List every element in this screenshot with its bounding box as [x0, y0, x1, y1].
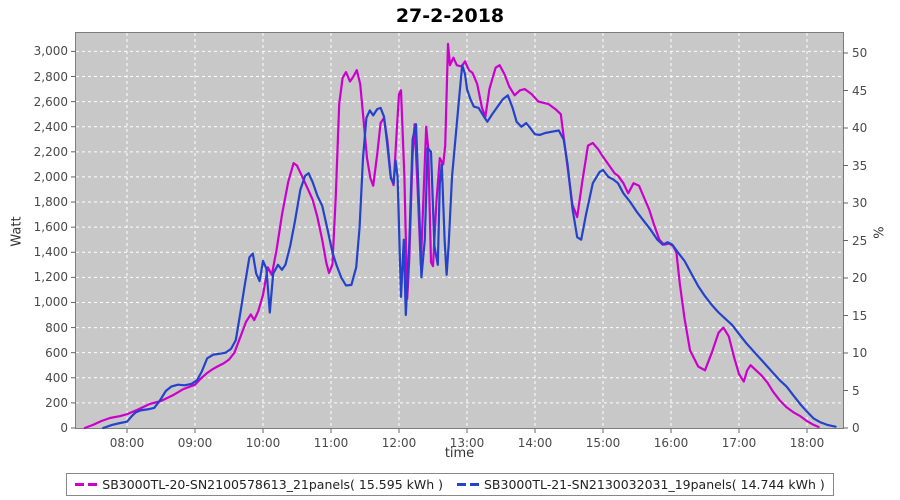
time-tick-label: 10:00	[245, 436, 281, 450]
legend-item-series2: SB3000TL-21-SN2130032031_19panels( 14.74…	[457, 477, 825, 492]
watt-tick-label: 2,200	[33, 144, 68, 159]
time-tick-label: 08:00	[109, 436, 145, 450]
watt-tick-label: 2,800	[33, 69, 68, 84]
series1-line-swatch	[75, 483, 98, 486]
legend: SB3000TL-20-SN2100578613_21panels( 15.59…	[0, 473, 900, 496]
time-tick-label: 15:00	[585, 436, 621, 450]
watt-tick-label: 0	[60, 421, 68, 435]
watt-tick-label: 600	[45, 345, 68, 360]
watt-tick-label: 1,000	[33, 295, 68, 310]
watt-tick-label: 2,000	[33, 169, 68, 184]
time-tick-label: 13:00	[449, 436, 485, 450]
watt-tick-label: 2,400	[33, 119, 68, 134]
x-axis-title-time: time	[444, 446, 475, 461]
watt-tick-label: 1,800	[33, 195, 68, 210]
time-tick-label: 14:00	[517, 436, 553, 450]
time-tick-label: 12:00	[381, 436, 417, 450]
legend-item-series1: SB3000TL-20-SN2100578613_21panels( 15.59…	[75, 477, 443, 492]
series2-line-swatch	[457, 483, 479, 486]
percent-tick-label: 35	[852, 158, 868, 173]
percent-tick-label: 15	[852, 308, 868, 323]
watt-tick-label: 200	[45, 395, 68, 410]
watt-tick-label: 3,000	[33, 44, 68, 59]
percent-tick-label: 40	[852, 121, 868, 135]
percent-tick-label: 45	[852, 83, 868, 98]
time-tick-label: 18:00	[789, 436, 825, 450]
watt-tick-label: 1,200	[33, 270, 68, 285]
watt-tick-label: 1,600	[33, 220, 68, 235]
percent-tick-label: 10	[852, 346, 868, 360]
percent-tick-label: 25	[852, 233, 868, 248]
time-tick-label: 17:00	[721, 436, 757, 450]
percent-tick-label: 20	[852, 271, 868, 285]
watt-tick-label: 1,400	[33, 245, 68, 260]
y-axis-title-percent: %	[872, 226, 888, 239]
watt-tick-label: 800	[45, 320, 68, 335]
plot-area	[75, 32, 844, 429]
legend-label-series2: SB3000TL-21-SN2130032031_19panels( 14.74…	[484, 477, 825, 492]
watt-tick-label: 400	[45, 370, 68, 385]
time-tick-label: 11:00	[313, 436, 349, 450]
chart-title: 27-2-2018	[395, 5, 505, 27]
percent-tick-label: 50	[852, 46, 868, 60]
percent-tick-label: 0	[852, 421, 860, 435]
time-tick-label: 09:00	[177, 436, 213, 450]
percent-tick-label: 30	[852, 196, 868, 210]
percent-tick-label: 5	[852, 383, 860, 398]
watt-tick-label: 2,600	[33, 94, 68, 109]
legend-label-series1: SB3000TL-20-SN2100578613_21panels( 15.59…	[102, 477, 443, 492]
legend-box: SB3000TL-20-SN2100578613_21panels( 15.59…	[66, 473, 834, 496]
time-tick-label: 16:00	[653, 436, 689, 450]
